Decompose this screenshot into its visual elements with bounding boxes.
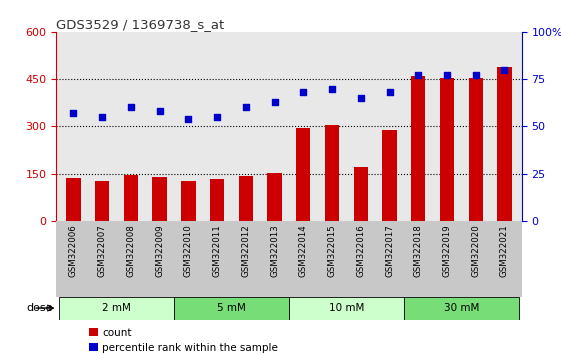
Bar — [66, 178, 81, 221]
Bar — [181, 181, 195, 221]
Bar — [325, 125, 339, 221]
Bar — [440, 78, 454, 221]
Bar — [59, 297, 174, 320]
Point — [299, 90, 308, 95]
Text: 2 mM: 2 mM — [102, 303, 131, 313]
Text: GSM322007: GSM322007 — [98, 225, 107, 278]
Point — [356, 95, 365, 101]
Text: GSM322006: GSM322006 — [69, 225, 78, 278]
Text: 5 mM: 5 mM — [217, 303, 246, 313]
Bar — [153, 177, 167, 221]
Bar — [296, 128, 310, 221]
Point — [328, 86, 337, 91]
Point — [213, 114, 222, 120]
Text: GSM322012: GSM322012 — [241, 225, 250, 278]
Text: GSM322020: GSM322020 — [471, 225, 480, 278]
Point — [270, 99, 279, 105]
Bar — [289, 297, 404, 320]
Point — [126, 105, 135, 110]
Text: GSM322008: GSM322008 — [126, 225, 135, 278]
Point — [69, 110, 78, 116]
Text: GSM322019: GSM322019 — [443, 225, 452, 277]
Point — [500, 67, 509, 73]
Text: GSM322015: GSM322015 — [328, 225, 337, 278]
Text: GSM322016: GSM322016 — [356, 225, 365, 278]
Bar — [383, 130, 397, 221]
Bar — [268, 173, 282, 221]
Text: GSM322014: GSM322014 — [299, 225, 308, 278]
Bar — [174, 297, 289, 320]
Text: GSM322021: GSM322021 — [500, 225, 509, 278]
Text: GSM322009: GSM322009 — [155, 225, 164, 277]
Point — [471, 73, 480, 78]
Point — [241, 105, 250, 110]
Point — [443, 73, 452, 78]
Bar — [123, 175, 138, 221]
Point — [385, 90, 394, 95]
Legend: count, percentile rank within the sample: count, percentile rank within the sample — [85, 324, 282, 354]
Bar — [210, 179, 224, 221]
Bar — [497, 67, 512, 221]
Text: 30 mM: 30 mM — [444, 303, 479, 313]
Bar — [95, 181, 109, 221]
Bar — [411, 76, 425, 221]
Point — [155, 108, 164, 114]
Bar — [404, 297, 519, 320]
Point — [98, 114, 107, 120]
Text: GSM322017: GSM322017 — [385, 225, 394, 278]
Bar — [468, 79, 483, 221]
Point — [414, 73, 423, 78]
Text: GSM322010: GSM322010 — [184, 225, 193, 278]
Text: GDS3529 / 1369738_s_at: GDS3529 / 1369738_s_at — [56, 18, 224, 31]
Text: GSM322018: GSM322018 — [414, 225, 423, 278]
Text: GSM322013: GSM322013 — [270, 225, 279, 278]
Text: 10 mM: 10 mM — [329, 303, 364, 313]
Point — [184, 116, 193, 122]
Bar — [238, 176, 253, 221]
Bar — [353, 167, 368, 221]
Text: GSM322011: GSM322011 — [213, 225, 222, 278]
Text: dose: dose — [27, 303, 53, 313]
